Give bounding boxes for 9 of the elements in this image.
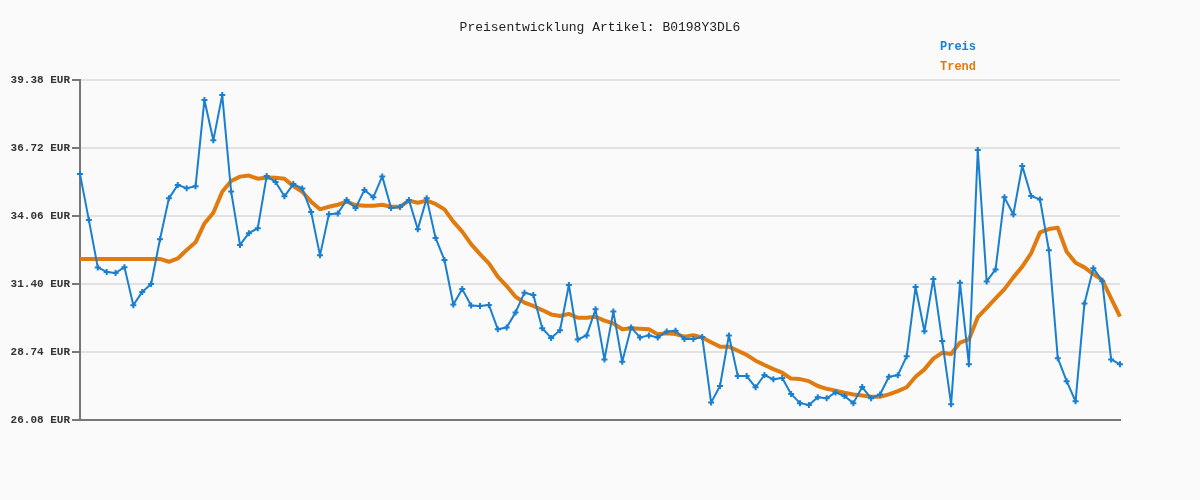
y-tick-label: 36.72 EUR — [10, 141, 71, 154]
y-tick-label: 39.38 EUR — [10, 73, 71, 86]
y-tick-label: 31.40 EUR — [10, 277, 71, 290]
y-tick-label: 26.08 EUR — [10, 413, 71, 426]
y-tick-label: 28.74 EUR — [10, 345, 71, 358]
y-tick-label: 34.06 EUR — [10, 209, 71, 222]
chart-title: Preisentwicklung Artikel: B0198Y3DL6 — [459, 20, 741, 36]
text: Preis — [940, 40, 977, 55]
text: Trend — [940, 60, 977, 75]
